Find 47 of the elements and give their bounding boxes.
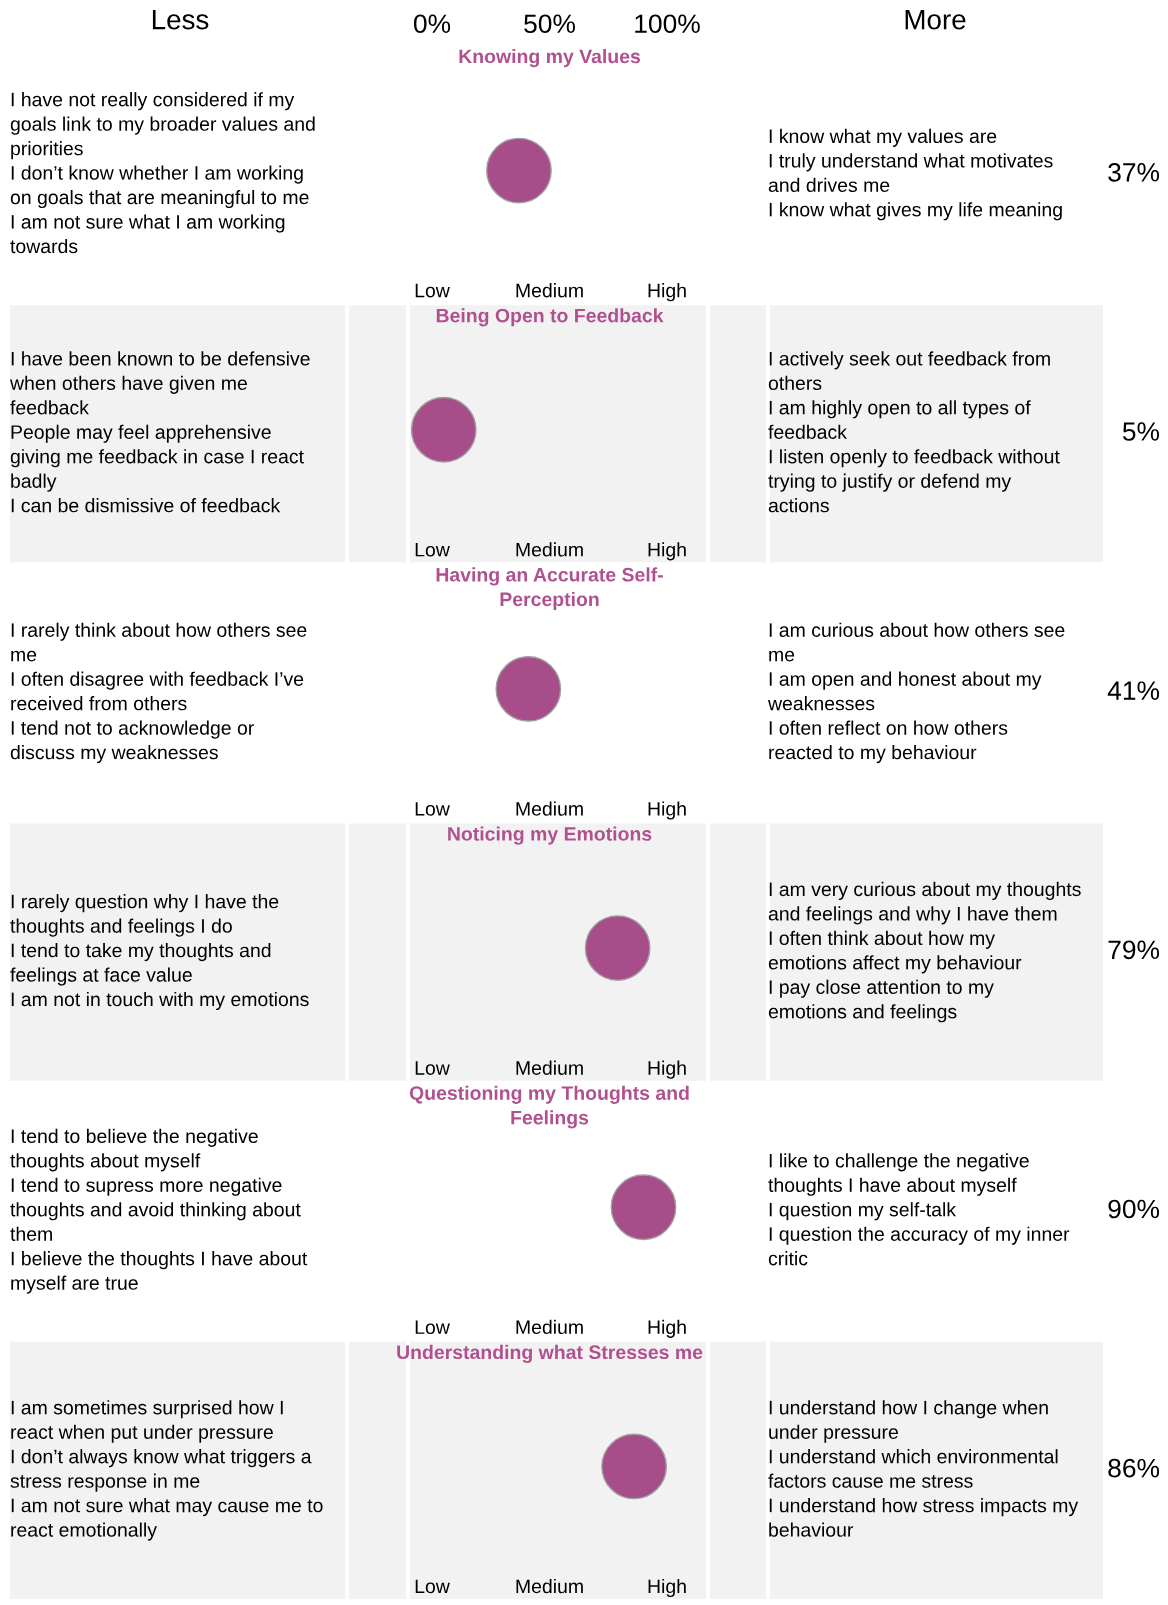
text: I know what my values are I truly understand what motivates and drives me I know what gives my life meaning [768,128,1062,221]
text: High [648,801,686,820]
text: High [648,283,686,302]
text: I rarely think about how others see me I often disagree with feedback I’ve received from others I tend not to acknowledge or discuss my weaknesses [10,622,307,764]
text: High [648,1319,686,1338]
text: High [648,542,686,561]
text: I have been known to be defensive when others have given me feedback People may feel apprehensive giving me feedback in case I react badly I can be dismissive of feedback [9,351,310,513]
data-label: 37% [1108,162,1160,182]
text: Less [152,10,209,30]
text: Knowing my Values [459,49,641,68]
text: Medium [516,283,583,298]
text: I have not really considered if my goals link to my broader values and priorities I don’t know whether I am working on goals that are meaningful to me I am not sure what I am working towards [10,92,315,254]
text: I like to challenge the negative thoughts I have about myself I question my self-talk I question the accuracy of my inner critic [768,1153,1070,1266]
text: 50% [524,14,575,34]
text: Medium [516,542,583,557]
data-label: 79% [1108,940,1160,960]
text: Noticing my Emotions [448,826,652,845]
text: I am sometimes surprised how I react when put under pressure I don’t always know what triggers a stress response in me I am not sure what may cause me to react emotionally [10,1400,323,1541]
text: I am curious about how others see me I am open and honest about my weaknesses I often reflect on how others reacted to my behaviour [767,622,1065,764]
text: High [648,1578,686,1598]
data-label: 86% [1108,1458,1160,1478]
text: Medium [516,801,583,816]
text: I understand how I change when under pressure I understand which environmental factors cause me stress I understand how stress impacts my behaviour [768,1400,1079,1537]
data-label: 90% [1108,1199,1160,1219]
data-label: 41% [1107,681,1160,700]
text: Medium [516,1578,583,1594]
text: Low [415,1061,450,1075]
text: Having an Accurate Self- Perception [436,567,663,611]
text: Low [415,542,450,557]
text: I tend to believe the negative thoughts about myself I tend to supress more negative thoughts and avoid thinking about them I believe the thoughts I have about myself are true [10,1128,308,1294]
text: More [905,10,966,30]
text: 100% [635,14,700,34]
text: I am very curious about my thoughts and feelings and why I have them I often think about how my emotions affect my behaviour I pay close attention to my emotions and feelings [768,881,1081,1023]
text: Low [415,802,450,816]
text: I actively seek out feedback from others I am highly open to all types of feedback I listen openly to feedback without trying to justify or defend my actions [768,351,1060,513]
text: Medium [516,1319,583,1335]
text: Medium [516,1060,583,1075]
text: High [648,1060,686,1079]
text: Low [415,1320,450,1335]
data-label: 5% [1122,422,1160,441]
text: Questioning my Thoughts and Feelings [409,1085,689,1129]
text: I rarely question why I have the thoughts and feelings I do I tend to take my thoughts and feelings at face value I am not in touch with my emotions [10,894,309,1011]
text: Low [415,283,450,298]
text: Understanding what Stresses me [397,1344,703,1364]
text: 0% [413,14,451,34]
text: Low [415,1579,450,1594]
text: Being Open to Feedback [436,308,664,327]
